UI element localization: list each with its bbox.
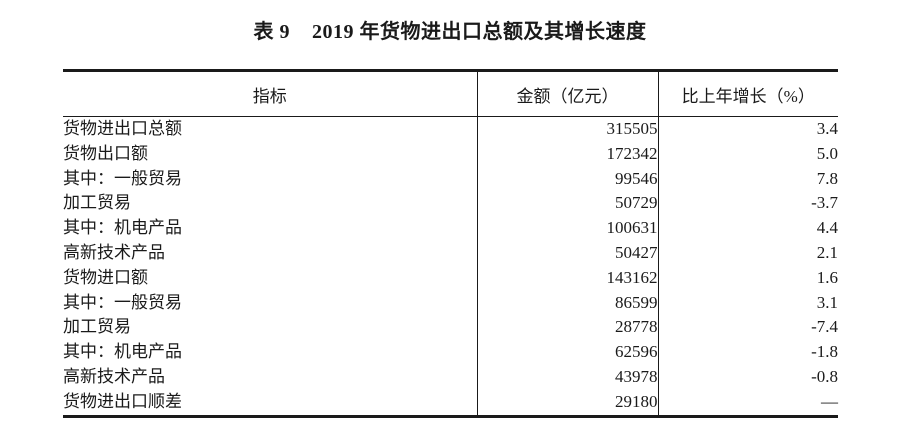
cell-amount: 99546 (476, 166, 658, 192)
cell-amount: 28778 (476, 315, 658, 341)
table-row: 其中：机电产品 62596 -1.8 (63, 340, 838, 365)
cell-amount: 50729 (476, 191, 658, 217)
cell-amount: 172342 (476, 141, 658, 167)
table-row: 加工贸易 50729 -3.7 (63, 191, 838, 217)
table-row: 货物出口额 172342 5.0 (63, 141, 838, 167)
cell-growth: 5.0 (657, 141, 838, 167)
cell-amount: 50427 (476, 240, 658, 266)
cell-indicator: 货物进出口总额 (63, 119, 182, 138)
cell-growth: -7.4 (657, 315, 838, 341)
table-header: 指标 金额（亿元） 比上年增长（%） (63, 69, 838, 117)
table-row: 其中：一般贸易 99546 7.8 (63, 166, 838, 192)
cell-growth: 2.1 (657, 240, 838, 266)
statistics-table: 指标 金额（亿元） 比上年增长（%） 货物进出口总额 315505 3.4 货物出口额… (63, 69, 838, 418)
cell-growth: 7.8 (657, 166, 838, 192)
table-row: 货物进口额 143162 1.6 (63, 265, 838, 291)
table-body: 货物进出口总额 315505 3.4 货物出口额 172342 5.0 其中：一般贸易 995… (63, 116, 838, 418)
table-row: 高新技术产品 43978 -0.8 (63, 364, 838, 390)
cell-indicator: 其中：机电产品 (63, 218, 182, 238)
cell-indicator: 高新技术产品 (63, 366, 165, 386)
cell-growth: 4.4 (657, 216, 838, 241)
cell-indicator: 其中：机电产品 (63, 342, 182, 362)
cell-growth: 3.1 (657, 290, 838, 316)
table-row: 货物进出口总额 315505 3.4 (63, 116, 838, 142)
table-row: 货物进出口顺差 29180— (63, 389, 838, 418)
cell-growth: -3.7 (657, 191, 838, 217)
cell-indicator: 其中：一般贸易 (63, 168, 182, 188)
cell-growth: -1.8 (657, 340, 838, 365)
table-row: 其中：一般贸易 86599 3.1 (63, 290, 838, 316)
cell-growth: 3.4 (657, 116, 838, 142)
cell-growth: 1.6 (657, 265, 838, 291)
table-header-row: 指标 金额（亿元） 比上年增长（%） (63, 69, 838, 117)
table-row: 加工贸易 28778 -7.4 (63, 315, 838, 341)
cell-amount: 315505 (476, 116, 658, 142)
column-header-growth: 比上年增长（%） (657, 69, 838, 117)
cell-indicator: 高新技术产品 (63, 242, 165, 262)
table-row: 高新技术产品 50427 2.1 (63, 240, 838, 266)
cell-amount: 62596 (476, 340, 658, 365)
cell-indicator: 加工贸易 (63, 317, 131, 337)
cell-indicator: 其中：一般贸易 (63, 292, 182, 312)
cell-amount: 100631 (476, 216, 658, 241)
cell-amount: 86599 (476, 290, 658, 316)
cell-growth: -0.8 (657, 364, 838, 390)
cell-growth: — (657, 389, 838, 418)
cell-indicator: 货物出口额 (63, 143, 148, 163)
column-header-indicator: 指标 (63, 69, 477, 117)
cell-amount: 143162 (476, 265, 658, 291)
cell-indicator: 货物进口额 (63, 267, 148, 287)
cell-indicator: 加工贸易 (63, 193, 131, 213)
column-header-amount: 金额（亿元） (476, 69, 658, 117)
cell-amount: 29180 (476, 389, 658, 418)
cell-indicator: 货物进出口顺差 (63, 389, 477, 418)
page-title: 表 9 2019 年货物进出口总额及其增长速度 (253, 21, 647, 43)
cell-amount: 43978 (476, 364, 658, 390)
table-row: 其中：机电产品 100631 4.4 (63, 216, 838, 241)
